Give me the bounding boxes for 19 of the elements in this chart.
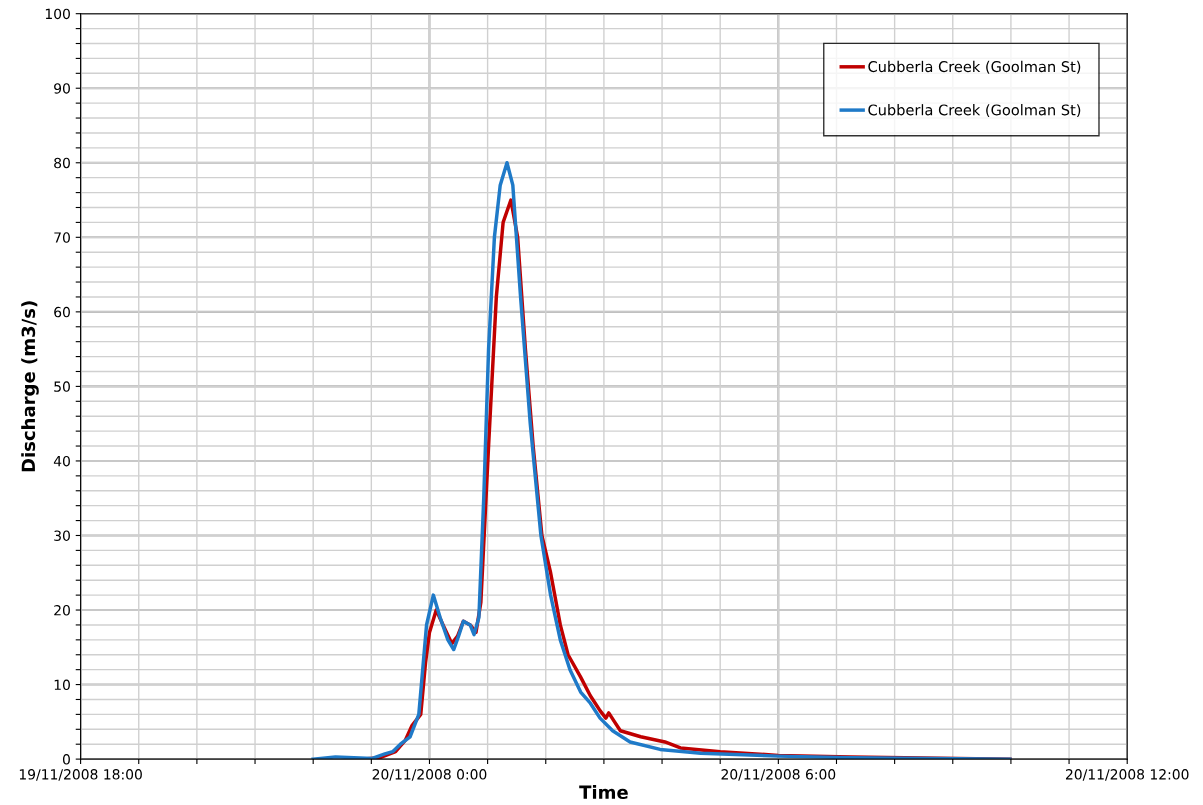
y-tick-label: 10 xyxy=(54,679,70,691)
x-axis-title: Time xyxy=(579,785,628,800)
y-tick-label: 60 xyxy=(54,306,70,318)
x-tick-label: 20/11/2008 0:00 xyxy=(372,769,487,781)
y-tick-label: 20 xyxy=(54,605,70,616)
x-tick-label: 19/11/2008 18:00 xyxy=(19,769,142,781)
legend-label: Cubberla Creek (Goolman St) xyxy=(868,60,1081,74)
x-tick-label: 20/11/2008 12:00 xyxy=(1065,769,1189,781)
y-tick-label: 50 xyxy=(54,381,70,392)
y-tick-label: 40 xyxy=(53,455,70,467)
y-tick-label: 70 xyxy=(54,232,70,243)
y-tick-label: 90 xyxy=(54,83,70,94)
y-tick-label: 100 xyxy=(45,8,70,20)
y-tick-label: 30 xyxy=(54,530,70,541)
y-tick-label: 0 xyxy=(62,754,70,765)
x-tick-label: 20/11/2008 6:00 xyxy=(721,769,836,781)
y-tick-label: 80 xyxy=(54,157,70,169)
legend-label: Cubberla Creek (Goolman St) xyxy=(868,104,1081,118)
y-axis-title: Discharge (m3/s) xyxy=(21,301,39,472)
